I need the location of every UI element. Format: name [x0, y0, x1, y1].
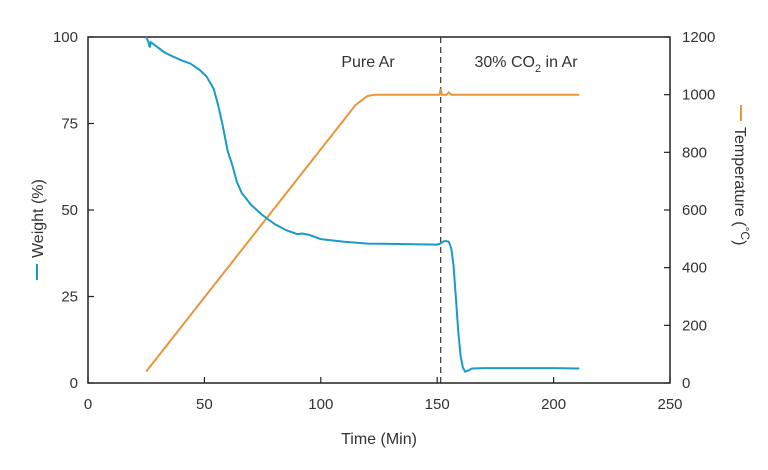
- annotation-pure-ar: Pure Ar: [341, 54, 395, 71]
- x-tick-label: 50: [196, 396, 213, 413]
- y-left-tick-label: 25: [61, 289, 78, 306]
- x-tick-label: 0: [84, 396, 92, 413]
- y-right-axis-title: Temperature (°C): [731, 127, 752, 245]
- x-tick-label: 150: [425, 396, 450, 413]
- x-axis-ticks: 0 50 100 150 200 250: [84, 377, 683, 413]
- y-left-axis-ticks: 0 25 50 75 100: [53, 29, 94, 392]
- annotation-co2-in-ar: 30% CO2 in Ar: [474, 54, 578, 75]
- y-left-tick-label: 75: [61, 116, 78, 133]
- y-right-tick-label: 1000: [682, 87, 715, 104]
- temperature-series-line: [145, 88, 580, 373]
- x-axis-title: Time (Min): [341, 431, 417, 448]
- plot-frame: [87, 36, 671, 384]
- y-right-tick-label: 1200: [682, 29, 715, 46]
- y-right-tick-label: 0: [682, 375, 690, 392]
- y-left-tick-label: 0: [70, 375, 78, 392]
- x-tick-label: 100: [308, 396, 333, 413]
- y-right-tick-label: 400: [682, 260, 707, 277]
- y-left-axis-title-group: Weight (%): [30, 179, 47, 280]
- y-left-tick-label: 100: [53, 29, 78, 46]
- y-right-tick-label: 600: [682, 202, 707, 219]
- y-right-tick-label: 200: [682, 317, 707, 334]
- x-tick-label: 250: [657, 396, 682, 413]
- y-left-tick-label: 50: [61, 202, 78, 219]
- y-left-axis-title: Weight (%): [30, 179, 47, 258]
- x-tick-label: 200: [541, 396, 566, 413]
- y-right-tick-label: 800: [682, 144, 707, 161]
- y-right-axis-ticks: 0 200 400 600 800 1000 1200: [664, 29, 715, 392]
- y-right-axis-title-group: Temperature (°C): [731, 105, 752, 245]
- weight-series-line: [145, 36, 580, 373]
